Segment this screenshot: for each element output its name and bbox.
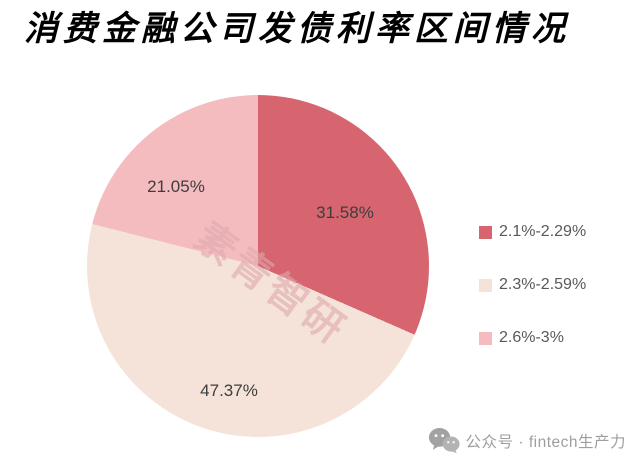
legend-item-rate-3: 2.6%-3% bbox=[479, 328, 586, 348]
credit-line: 公众号 · fintech生产力 bbox=[428, 427, 626, 454]
legend: 2.1%-2.29% 2.3%-2.59% 2.6%-3% bbox=[479, 222, 586, 348]
slice-label-31-58: 31.58% bbox=[316, 203, 374, 222]
legend-label-rate-1: 2.1%-2.29% bbox=[499, 223, 587, 240]
legend-swatch-rate-1 bbox=[479, 225, 492, 239]
legend-swatch-rate-2 bbox=[479, 278, 492, 292]
legend-item-rate-1: 2.1%-2.29% bbox=[479, 222, 586, 242]
credit-text: 公众号 · fintech生产力 bbox=[465, 433, 626, 451]
slice-label-47-37: 47.37% bbox=[200, 381, 258, 400]
legend-label-rate-3: 2.6%-3% bbox=[499, 329, 564, 346]
legend-item-rate-2: 2.3%-2.59% bbox=[479, 275, 586, 295]
legend-swatch-rate-3 bbox=[479, 331, 492, 345]
wechat-icon bbox=[428, 428, 460, 454]
legend-label-rate-2: 2.3%-2.59% bbox=[499, 276, 587, 293]
chart-title: 消费金融公司发债利率区间情况 bbox=[24, 10, 570, 48]
pie-chart bbox=[87, 95, 429, 437]
slice-label-21-05: 21.05% bbox=[147, 177, 205, 196]
